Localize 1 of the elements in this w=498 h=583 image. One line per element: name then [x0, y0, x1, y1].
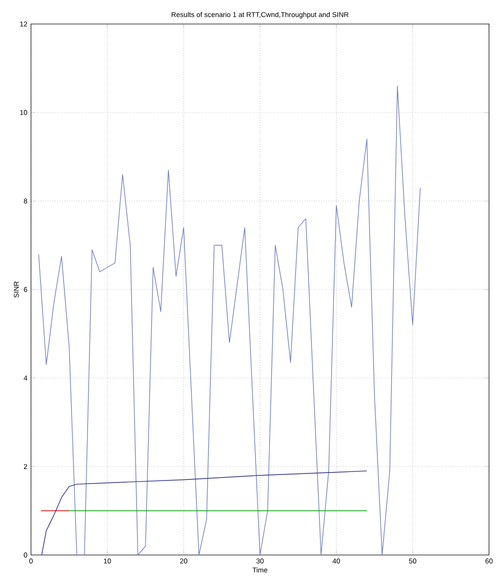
- line-series: [41, 470, 368, 555]
